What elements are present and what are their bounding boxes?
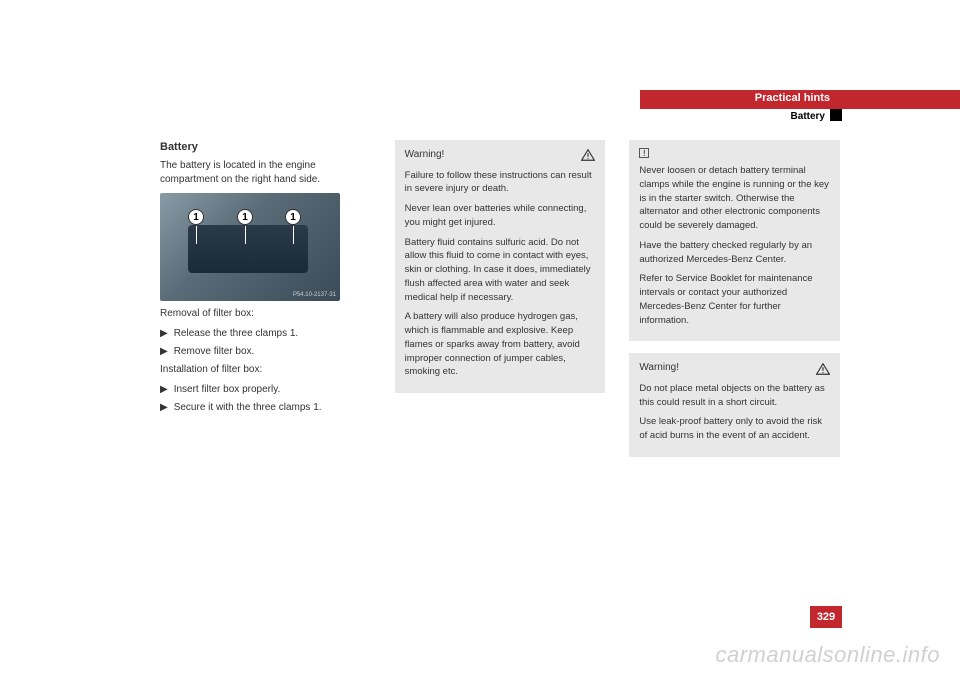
step-text: Secure it with the three clamps 1.	[174, 401, 322, 415]
content-columns: Battery The battery is located in the en…	[0, 90, 960, 469]
watermark: carmanualsonline.info	[715, 642, 940, 668]
triangle-icon: ▶	[160, 345, 168, 359]
warning-para: A battery will also produce hydrogen gas…	[405, 310, 596, 379]
triangle-icon: ▶	[160, 401, 168, 415]
warning-triangle-icon	[816, 363, 830, 375]
warning-title: Warning!	[639, 361, 679, 376]
warning-para: Never lean over batteries while connecti…	[405, 202, 596, 230]
battery-heading: Battery	[160, 140, 371, 155]
list-item: ▶ Secure it with the three clamps 1.	[160, 401, 371, 415]
note-exclamation-icon: !	[639, 148, 649, 158]
step-text: Remove filter box.	[174, 345, 255, 359]
step-text: Insert filter box properly.	[174, 383, 281, 397]
note-para: Have the battery checked regularly by an…	[639, 239, 830, 267]
column-2: Warning! Failure to follow these instruc…	[395, 140, 606, 469]
list-item: ▶ Remove filter box.	[160, 345, 371, 359]
warning-header: Warning!	[639, 361, 830, 376]
figure-number: P54.10-2137-31	[293, 291, 336, 299]
note-para: Never loosen or detach battery terminal …	[639, 164, 830, 233]
warning-box-2: Warning! Do not place metal objects on t…	[629, 353, 840, 457]
section-marker	[830, 109, 842, 121]
list-item: ▶ Insert filter box properly.	[160, 383, 371, 397]
install-label: Installation of filter box:	[160, 363, 371, 377]
intro-text: The battery is located in the engine com…	[160, 159, 371, 187]
triangle-icon: ▶	[160, 327, 168, 341]
step-text: Release the three clamps 1.	[174, 327, 299, 341]
page-number: 329	[810, 606, 842, 628]
column-1: Battery The battery is located in the en…	[160, 140, 371, 469]
warning-box: Warning! Failure to follow these instruc…	[395, 140, 606, 393]
column-3: ! Never loosen or detach battery termina…	[629, 140, 840, 469]
battery-figure: 1 1 1 P54.10-2137-31	[160, 193, 340, 301]
warning-title: Warning!	[405, 148, 445, 163]
section-title: Battery	[791, 111, 825, 122]
callout-3: 1	[285, 209, 301, 225]
callout-2: 1	[237, 209, 253, 225]
triangle-icon: ▶	[160, 383, 168, 397]
warning-triangle-icon	[581, 149, 595, 161]
chapter-title: Practical hints	[755, 92, 830, 104]
warning-header: Warning!	[405, 148, 596, 163]
warning-para: Use leak-proof battery only to avoid the…	[639, 415, 830, 443]
callout-1: 1	[188, 209, 204, 225]
note-para: Refer to Service Booklet for maintenance…	[639, 272, 830, 327]
warning-para: Failure to follow these instructions can…	[405, 169, 596, 197]
warning-para: Do not place metal objects on the batter…	[639, 382, 830, 410]
note-box: ! Never loosen or detach battery termina…	[629, 140, 840, 341]
page: Practical hints Battery Battery The batt…	[0, 0, 960, 678]
removal-label: Removal of filter box:	[160, 307, 371, 321]
warning-para: Battery fluid contains sulfuric acid. Do…	[405, 236, 596, 305]
list-item: ▶ Release the three clamps 1.	[160, 327, 371, 341]
